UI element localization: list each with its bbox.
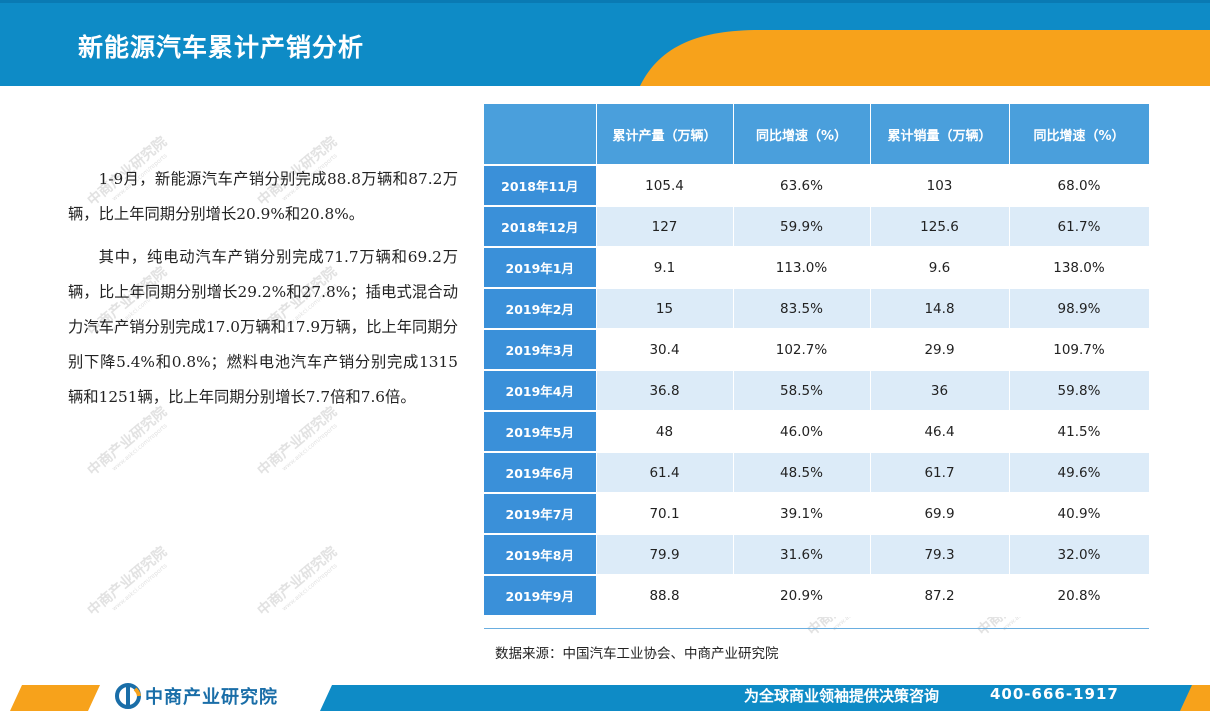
row-month: 2018年11月 — [484, 165, 597, 207]
page-title: 新能源汽车累计产销分析 — [78, 33, 365, 62]
cell-sales-yoy: 49.6% — [1009, 452, 1150, 494]
cell-sales: 69.9 — [870, 493, 1010, 535]
cell-production-yoy: 63.6% — [733, 165, 871, 207]
cell-production: 36.8 — [596, 370, 734, 412]
row-month: 2019年2月 — [484, 288, 597, 330]
footer-slogan: 为全球商业领袖提供决策咨询 — [744, 687, 940, 705]
cell-sales-yoy: 68.0% — [1009, 165, 1150, 207]
cell-sales: 87.2 — [870, 575, 1010, 617]
cell-sales-yoy: 59.8% — [1009, 370, 1150, 412]
cell-production-yoy: 48.5% — [733, 452, 871, 494]
data-source: 数据来源：中国汽车工业协会、中商产业研究院 — [495, 646, 779, 662]
footer-phone: 400-666-1917 — [990, 685, 1119, 703]
table-row: 2019年2月 15 83.5% 14.8 98.9% — [484, 288, 1150, 330]
footer-background — [10, 685, 1210, 711]
cell-production: 70.1 — [596, 493, 734, 535]
cell-production: 48 — [596, 411, 734, 453]
header-sales: 累计销量（万辆） — [870, 104, 1010, 166]
table-row: 2019年5月 48 46.0% 46.4 41.5% — [484, 411, 1150, 453]
header-production-yoy: 同比增速（%） — [733, 104, 871, 166]
cell-sales: 36 — [870, 370, 1010, 412]
cell-sales: 61.7 — [870, 452, 1010, 494]
row-month: 2019年9月 — [484, 575, 597, 617]
company-logo: 中商产业研究院 — [115, 683, 278, 709]
cell-production-yoy: 113.0% — [733, 247, 871, 289]
logo-icon — [115, 683, 141, 709]
cell-sales: 79.3 — [870, 534, 1010, 576]
cell-production: 30.4 — [596, 329, 734, 371]
cell-sales: 46.4 — [870, 411, 1010, 453]
intro-paragraph-2: 其中，纯电动汽车产销分别完成71.7万辆和69.2万辆，比上年同期分别增长29.… — [68, 248, 458, 406]
cell-production-yoy: 102.7% — [733, 329, 871, 371]
table-row: 2019年4月 36.8 58.5% 36 59.8% — [484, 370, 1150, 412]
cell-production: 88.8 — [596, 575, 734, 617]
table-row: 2019年1月 9.1 113.0% 9.6 138.0% — [484, 247, 1150, 289]
cell-sales-yoy: 138.0% — [1009, 247, 1150, 289]
cell-production-yoy: 20.9% — [733, 575, 871, 617]
table-row: 2019年6月 61.4 48.5% 61.7 49.6% — [484, 452, 1150, 494]
header-background — [0, 0, 1210, 86]
cell-sales-yoy: 20.8% — [1009, 575, 1150, 617]
table-row: 2018年11月 105.4 63.6% 103 68.0% — [484, 165, 1150, 207]
header-production: 累计产量（万辆） — [596, 104, 734, 166]
row-month: 2019年3月 — [484, 329, 597, 371]
cell-sales: 125.6 — [870, 206, 1010, 248]
cell-sales: 103 — [870, 165, 1010, 207]
row-month: 2018年12月 — [484, 206, 597, 248]
cell-production: 15 — [596, 288, 734, 330]
cell-production-yoy: 59.9% — [733, 206, 871, 248]
cell-sales: 9.6 — [870, 247, 1010, 289]
intro-text: 1-9月，新能源汽车产销分别完成88.8万辆和87.2万辆，比上年同期分别增长2… — [68, 162, 458, 423]
cell-sales-yoy: 40.9% — [1009, 493, 1150, 535]
cell-sales-yoy: 61.7% — [1009, 206, 1150, 248]
row-month: 2019年6月 — [484, 452, 597, 494]
production-sales-table: 累计产量（万辆） 同比增速（%） 累计销量（万辆） 同比增速（%） 2018年1… — [484, 104, 1150, 617]
table-row: 2018年12月 127 59.9% 125.6 61.7% — [484, 206, 1150, 248]
logo-text: 中商产业研究院 — [145, 687, 278, 708]
row-month: 2019年8月 — [484, 534, 597, 576]
cell-sales: 14.8 — [870, 288, 1010, 330]
cell-production: 9.1 — [596, 247, 734, 289]
header-corner — [484, 104, 597, 166]
table-row: 2019年7月 70.1 39.1% 69.9 40.9% — [484, 493, 1150, 535]
cell-production: 105.4 — [596, 165, 734, 207]
row-month: 2019年4月 — [484, 370, 597, 412]
cell-production-yoy: 39.1% — [733, 493, 871, 535]
intro-paragraph-1: 1-9月，新能源汽车产销分别完成88.8万辆和87.2万辆，比上年同期分别增长2… — [68, 170, 458, 223]
cell-production: 127 — [596, 206, 734, 248]
row-month: 2019年5月 — [484, 411, 597, 453]
cell-production-yoy: 31.6% — [733, 534, 871, 576]
row-month: 2019年1月 — [484, 247, 597, 289]
table-bottom-rule — [484, 628, 1149, 629]
cell-sales-yoy: 109.7% — [1009, 329, 1150, 371]
cell-production-yoy: 83.5% — [733, 288, 871, 330]
cell-production-yoy: 58.5% — [733, 370, 871, 412]
cell-production: 61.4 — [596, 452, 734, 494]
row-month: 2019年7月 — [484, 493, 597, 535]
table-header-row: 累计产量（万辆） 同比增速（%） 累计销量（万辆） 同比增速（%） — [484, 104, 1150, 166]
table-row: 2019年9月 88.8 20.9% 87.2 20.8% — [484, 575, 1150, 617]
table-row: 2019年3月 30.4 102.7% 29.9 109.7% — [484, 329, 1150, 371]
cell-sales-yoy: 32.0% — [1009, 534, 1150, 576]
header-sales-yoy: 同比增速（%） — [1009, 104, 1150, 166]
cell-sales: 29.9 — [870, 329, 1010, 371]
cell-production: 79.9 — [596, 534, 734, 576]
cell-production-yoy: 46.0% — [733, 411, 871, 453]
cell-sales-yoy: 98.9% — [1009, 288, 1150, 330]
header-banner: 新能源汽车累计产销分析 — [0, 0, 1210, 86]
table-row: 2019年8月 79.9 31.6% 79.3 32.0% — [484, 534, 1150, 576]
cell-sales-yoy: 41.5% — [1009, 411, 1150, 453]
